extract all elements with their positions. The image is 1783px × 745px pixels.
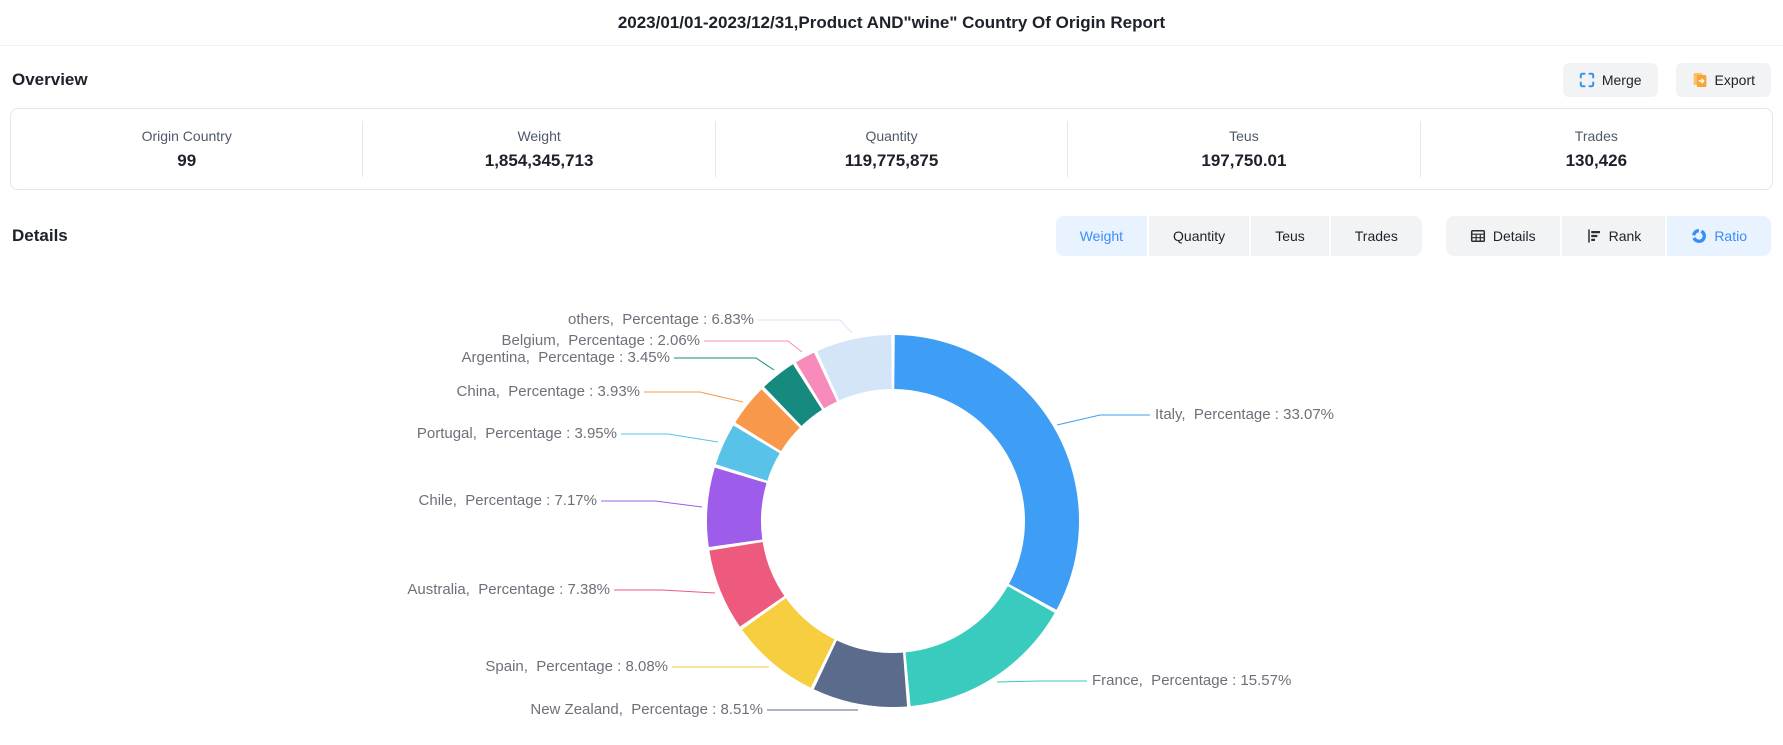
stat-trades: Trades 130,426	[1419, 121, 1772, 177]
report-title-bar: 2023/01/01-2023/12/31,Product AND"wine" …	[0, 0, 1783, 46]
tab-teus[interactable]: Teus	[1251, 216, 1329, 256]
tab-rank-view[interactable]: Rank	[1561, 216, 1666, 256]
pie-slice-portugal[interactable]	[715, 425, 780, 481]
tab-quantity[interactable]: Quantity	[1149, 216, 1250, 256]
overview-heading: Overview	[12, 70, 88, 89]
stat-label: Origin Country	[141, 127, 232, 144]
pie-slice-others[interactable]	[817, 335, 892, 401]
pie-label-france: France, Percentage : 15.57%	[1092, 672, 1292, 689]
pie-slice-italy[interactable]	[894, 335, 1080, 610]
pie-leader-line-australia	[614, 589, 716, 594]
origin-country-donut-chart: Italy, Percentage : 33.07% France, Percen…	[0, 258, 1783, 733]
pie-label-belgium: Belgium, Percentage : 2.06%	[501, 332, 700, 349]
stat-label: Quantity	[865, 127, 918, 144]
pie-label-argentina: Argentina, Percentage : 3.45%	[461, 349, 670, 366]
overview-stats-card: Origin Country 99 Weight 1,854,345,713 Q…	[10, 108, 1773, 190]
pie-leader-line-italy	[1056, 414, 1150, 426]
pie-leader-line-chile	[601, 500, 703, 508]
details-heading: Details	[12, 226, 68, 245]
tab-details-view-label: Details	[1492, 228, 1536, 244]
pie-slice-argentina[interactable]	[764, 364, 822, 426]
pie-slice-chile[interactable]	[706, 467, 767, 548]
merge-icon	[1579, 72, 1595, 88]
tab-rank-view-label: Rank	[1608, 228, 1642, 244]
pie-slice-belgium[interactable]	[795, 352, 837, 409]
merge-button-label: Merge	[1601, 72, 1642, 88]
stat-value: 130,426	[1565, 150, 1628, 170]
stat-origin-country: Origin Country 99	[11, 121, 362, 177]
pie-slice-china[interactable]	[735, 389, 800, 452]
stat-label: Teus	[1229, 127, 1259, 144]
pie-label-italy: Italy, Percentage : 33.07%	[1155, 406, 1334, 423]
stat-value: 99	[177, 150, 197, 170]
tab-ratio-view-label: Ratio	[1714, 228, 1747, 244]
stat-label: Weight	[517, 127, 561, 144]
pie-label-new-zealand: New Zealand, Percentage : 8.51%	[530, 701, 763, 718]
tab-weight[interactable]: Weight	[1055, 216, 1148, 256]
stat-label: Trades	[1574, 127, 1618, 144]
pie-label-china: China, Percentage : 3.93%	[456, 383, 640, 400]
donut-chart-canvas	[601, 319, 1150, 711]
page-title: 2023/01/01-2023/12/31,Product AND"wine" …	[617, 12, 1166, 32]
stat-value: 119,775,875	[844, 150, 939, 170]
rank-icon	[1586, 228, 1602, 244]
stat-value: 1,854,345,713	[484, 150, 594, 170]
pie-slice-new-zealand[interactable]	[813, 640, 908, 708]
stat-value: 197,750.01	[1201, 150, 1287, 170]
pie-leader-line-france	[996, 680, 1087, 683]
pie-leader-line-others	[757, 319, 853, 334]
export-button[interactable]: Export	[1675, 63, 1771, 97]
pie-label-portugal: Portugal, Percentage : 3.95%	[416, 425, 617, 442]
tab-details-view[interactable]: Details	[1445, 216, 1560, 256]
export-button-label: Export	[1714, 72, 1755, 88]
tab-ratio-view[interactable]: Ratio	[1667, 216, 1771, 256]
pie-label-australia: Australia, Percentage : 7.38%	[407, 581, 610, 598]
metric-tab-group: Weight Quantity Teus Trades	[1055, 216, 1422, 256]
pie-leader-line-argentina	[674, 357, 775, 371]
pie-slice-spain[interactable]	[741, 598, 835, 688]
stat-weight: Weight 1,854,345,713	[362, 121, 714, 177]
donut-icon	[1691, 228, 1707, 244]
pie-slice-france[interactable]	[905, 586, 1055, 707]
view-tab-group: Details Rank Ratio	[1445, 216, 1771, 256]
pie-label-spain: Spain, Percentage : 8.08%	[485, 658, 668, 675]
table-icon	[1470, 228, 1486, 244]
pie-slice-australia[interactable]	[709, 542, 785, 627]
pie-label-others: others, Percentage : 6.83%	[568, 311, 754, 328]
stat-teus: Teus 197,750.01	[1067, 121, 1419, 177]
pie-label-chile: Chile, Percentage : 7.17%	[418, 492, 597, 509]
stat-quantity: Quantity 119,775,875	[714, 121, 1067, 177]
pie-leader-line-portugal	[621, 433, 719, 443]
merge-button[interactable]: Merge	[1562, 63, 1658, 97]
overview-actions: Merge Export	[1562, 63, 1771, 97]
pie-leader-line-belgium	[704, 340, 803, 353]
tab-trades[interactable]: Trades	[1330, 216, 1422, 256]
export-icon	[1692, 72, 1708, 88]
pie-leader-line-china	[644, 391, 744, 403]
